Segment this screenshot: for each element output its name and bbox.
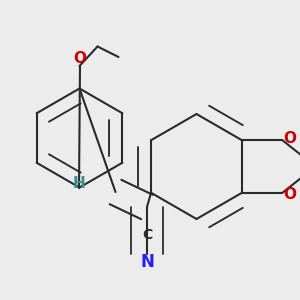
- Text: O: O: [284, 131, 296, 146]
- Text: H: H: [73, 176, 86, 190]
- Text: O: O: [284, 187, 296, 202]
- Text: O: O: [73, 51, 86, 66]
- Text: N: N: [140, 253, 154, 271]
- Text: C: C: [142, 228, 152, 242]
